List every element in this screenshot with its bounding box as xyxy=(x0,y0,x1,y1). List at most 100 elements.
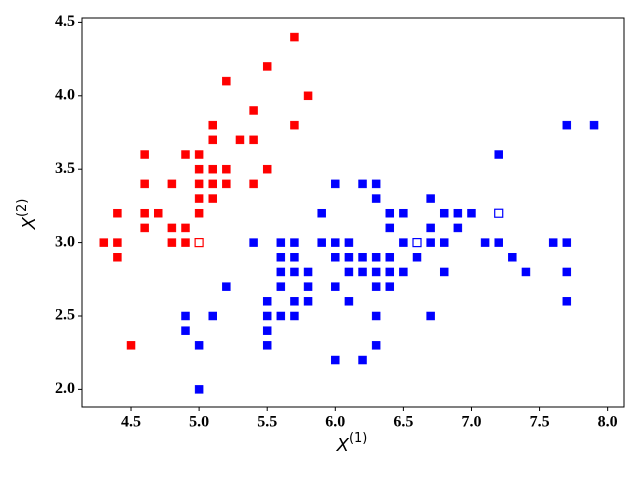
point xyxy=(453,208,463,218)
y-axis-label: X(2) xyxy=(15,199,41,231)
point xyxy=(167,223,177,233)
point xyxy=(371,194,381,203)
point xyxy=(262,62,272,71)
point xyxy=(194,385,204,394)
point xyxy=(276,282,286,291)
point xyxy=(222,76,231,86)
point xyxy=(194,150,204,159)
y-tick-label: 3.5 xyxy=(55,160,75,177)
point xyxy=(412,237,422,248)
point xyxy=(562,297,572,306)
point xyxy=(399,238,408,247)
point xyxy=(508,253,517,262)
x-label-base: X xyxy=(336,435,350,456)
point xyxy=(262,341,272,350)
point xyxy=(208,194,217,203)
point xyxy=(290,238,299,247)
point xyxy=(385,223,395,233)
point xyxy=(385,253,395,262)
point xyxy=(181,223,190,233)
point xyxy=(548,238,558,247)
point xyxy=(303,267,313,277)
point xyxy=(208,120,217,130)
point xyxy=(113,208,122,218)
point xyxy=(303,297,313,306)
point xyxy=(562,238,572,247)
point xyxy=(276,267,286,277)
x-tick-label: 6.5 xyxy=(393,414,413,431)
x-tick-label: 8.0 xyxy=(598,414,618,431)
point xyxy=(453,223,463,233)
point xyxy=(208,135,217,145)
point xyxy=(426,238,435,247)
point xyxy=(371,311,381,321)
point xyxy=(249,238,258,247)
point xyxy=(262,164,272,174)
point xyxy=(262,311,272,321)
point xyxy=(494,238,503,247)
point xyxy=(276,238,286,247)
point xyxy=(494,150,503,159)
point xyxy=(290,297,299,306)
point xyxy=(371,267,381,277)
y-tick-label: 4.0 xyxy=(55,86,75,103)
point xyxy=(317,208,326,218)
point xyxy=(222,179,231,189)
point xyxy=(140,150,149,159)
point xyxy=(167,238,177,247)
point xyxy=(276,311,286,321)
point xyxy=(331,355,340,365)
point xyxy=(208,311,217,321)
point xyxy=(344,253,354,262)
point xyxy=(331,282,340,291)
point xyxy=(358,355,367,365)
point xyxy=(222,282,231,291)
point xyxy=(194,179,204,189)
y-tick-label: 3.0 xyxy=(55,233,75,250)
point xyxy=(113,253,122,262)
point xyxy=(194,341,204,350)
point xyxy=(290,32,299,42)
point xyxy=(331,238,340,247)
point xyxy=(290,253,299,262)
point xyxy=(358,267,367,277)
point xyxy=(562,120,572,130)
point xyxy=(331,179,340,189)
point xyxy=(262,326,272,335)
point xyxy=(249,135,258,145)
point xyxy=(140,179,149,189)
point xyxy=(439,208,449,218)
point xyxy=(194,164,204,174)
point xyxy=(562,267,572,277)
point xyxy=(412,253,422,262)
y-label-sup: (2) xyxy=(15,199,30,217)
point xyxy=(140,223,149,233)
point xyxy=(385,267,395,277)
point xyxy=(467,208,476,218)
point xyxy=(249,106,258,115)
point xyxy=(181,326,190,335)
point xyxy=(358,253,367,262)
point xyxy=(358,179,367,189)
point xyxy=(426,194,435,203)
point xyxy=(439,238,449,247)
point xyxy=(439,267,449,277)
point xyxy=(126,341,136,350)
point xyxy=(385,282,395,291)
point xyxy=(194,237,204,248)
point xyxy=(371,179,381,189)
x-tick-label: 5.0 xyxy=(189,414,209,431)
point xyxy=(113,238,122,247)
y-tick-label: 2.5 xyxy=(55,307,75,324)
point xyxy=(290,311,299,321)
point xyxy=(317,238,326,247)
x-axis-label: X(1) xyxy=(336,431,368,457)
point xyxy=(99,238,109,247)
x-tick-label: 7.5 xyxy=(530,414,550,431)
plot-frame xyxy=(81,17,625,408)
point xyxy=(140,208,149,218)
point xyxy=(344,267,354,277)
point xyxy=(426,223,435,233)
point xyxy=(344,238,354,247)
point xyxy=(154,208,163,218)
